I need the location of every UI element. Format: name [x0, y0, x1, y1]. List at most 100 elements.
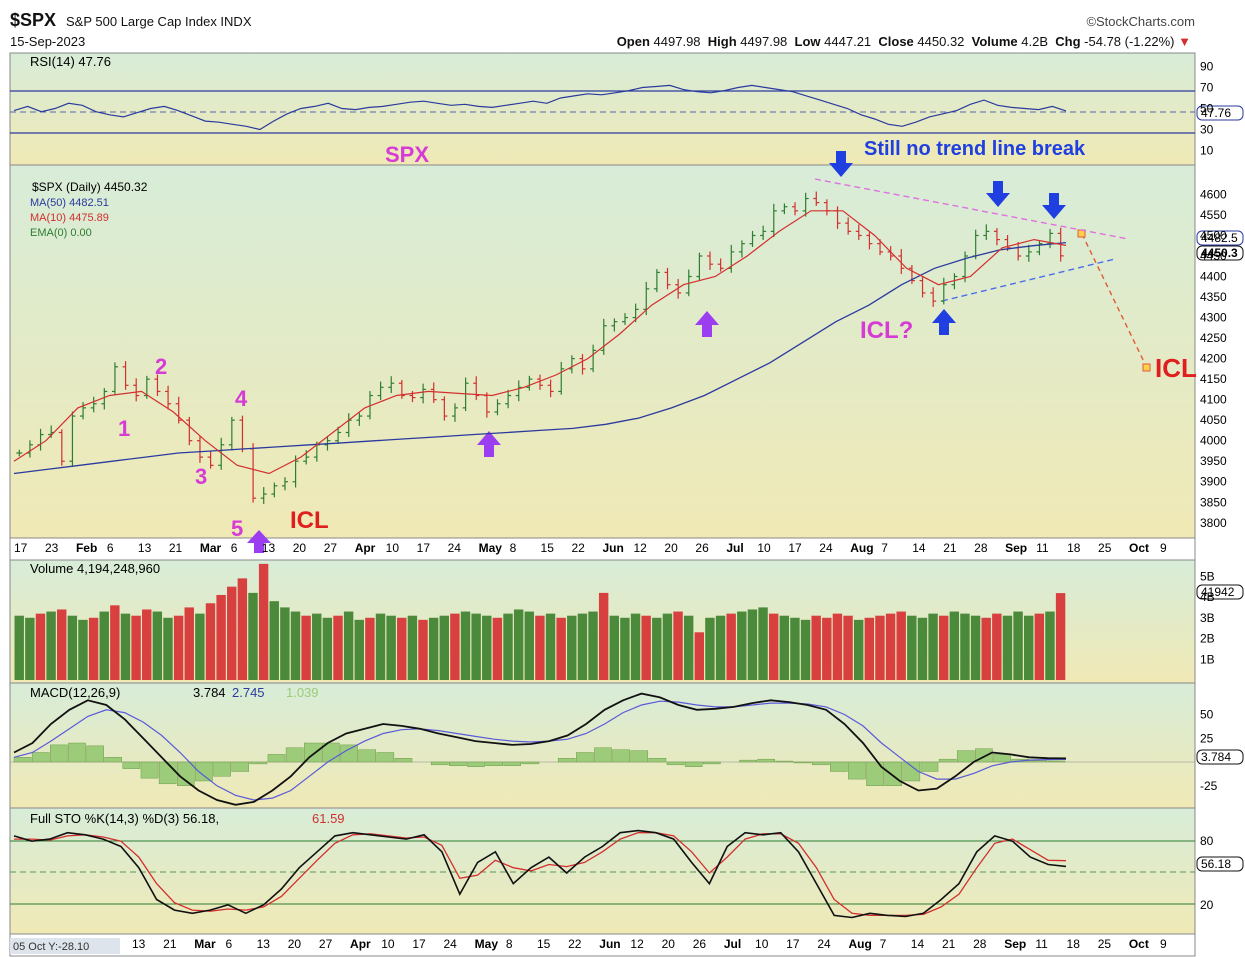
open-value: 4497.98 [653, 34, 701, 49]
volume-bar [737, 611, 747, 680]
footer-note: 05 Oct Y:-28.10 [13, 941, 89, 953]
footer-x-tick-label: 10 [755, 937, 769, 951]
volume-tick-label: 4B [1200, 590, 1215, 604]
macd-histogram-bar [703, 761, 721, 765]
macd-histogram-bar [376, 752, 395, 763]
footer-x-tick-label: May [475, 937, 499, 951]
volume-bar [354, 619, 364, 680]
footer-x-tick-label: 8 [506, 937, 513, 951]
volume-tick-label: 3B [1200, 611, 1215, 625]
price-last-tag: 4450.3 [1196, 245, 1244, 261]
x-tick-label: Apr [355, 541, 376, 555]
brand-watermark[interactable]: ©StockCharts.com [1086, 14, 1195, 29]
volume-bar [1013, 611, 1023, 680]
macd-histogram-bar [449, 761, 467, 766]
ohlc-readout: Open 4497.98 High 4497.98 Low 4447.21 Cl… [617, 34, 1191, 49]
volume-tick-label: 1B [1200, 652, 1215, 666]
volume-bar [630, 613, 641, 680]
footer-x-tick-label: 17 [412, 937, 426, 951]
volume-bar [471, 613, 481, 680]
volume-bar [280, 607, 290, 680]
volume-bar [917, 617, 928, 680]
sto-tick-label: 20 [1200, 898, 1214, 912]
macd-histogram-bar [594, 747, 612, 763]
macd-line [13, 692, 1067, 806]
macd-histogram-bar [104, 757, 123, 763]
price-tick-label: 4450 [1200, 249, 1227, 263]
volume-bar [1034, 613, 1045, 680]
volume-bar [790, 617, 800, 680]
price-tick-label: 4050 [1200, 413, 1227, 427]
rsi-tick-label: 90 [1200, 60, 1214, 74]
volume-bar [1045, 611, 1055, 680]
volume-bar [822, 617, 832, 680]
volume-bar [768, 613, 779, 680]
price-legend-0: $SPX (Daily) 4450.32 [32, 180, 148, 194]
ma50-line [13, 241, 1067, 475]
volume-bar [120, 613, 131, 680]
blue-down-arrow-icon [829, 151, 1066, 219]
footer-x-tick-label: Apr [350, 937, 371, 951]
blue-up-arrow-icon [932, 309, 956, 335]
macd-histogram-bar [485, 761, 503, 766]
macd-histogram-bar [938, 758, 957, 763]
volume-bar [439, 615, 449, 680]
volume-bar [152, 611, 163, 680]
x-tick-label: 6 [107, 541, 114, 555]
macd-histogram-bar [1029, 760, 1048, 763]
wave-2: 2 [155, 354, 167, 379]
macd-histogram-bar [902, 761, 921, 782]
volume-bar [843, 615, 853, 680]
volume-bar [864, 617, 875, 680]
trend-note-annotation: Still no trend line break [864, 138, 1086, 160]
macd-last-tag: 3.784 [1196, 749, 1244, 765]
projection-line [1081, 233, 1148, 369]
volume-value: 4.2B [1021, 34, 1049, 49]
macd-tick-label: 25 [1200, 731, 1214, 745]
x-tick-label: 25 [1098, 541, 1112, 555]
volume-bar [428, 617, 439, 680]
x-tick-label: Jun [602, 541, 623, 555]
volume-bar [57, 609, 67, 680]
chg-label: Chg [1055, 34, 1081, 49]
x-tick-label: 10 [386, 541, 400, 555]
footer-x-tick-label: Sep [1004, 937, 1026, 951]
ma10-line [13, 210, 1067, 475]
footer-x-tick-label: Oct [1129, 937, 1149, 951]
volume-bar [949, 611, 960, 680]
volume-bar [981, 617, 991, 680]
price-tick-label: 4200 [1200, 352, 1227, 366]
footer-x-tick-label: 9 [1160, 937, 1167, 951]
footer-x-tick-label: 6 [225, 937, 232, 951]
macd-histogram-bar [249, 761, 268, 765]
volume-bar [343, 611, 354, 680]
projection-end-marker [1142, 363, 1151, 372]
open-label: Open [616, 34, 650, 49]
volume-bar [535, 615, 545, 680]
footer-x-tick-label: 24 [817, 937, 831, 951]
macd-tick-label: -25 [1200, 779, 1218, 793]
volume-bar [386, 615, 396, 680]
macd-histogram-bar [1047, 760, 1066, 763]
volume-bar [1023, 615, 1034, 680]
x-tick-label: Sep [1005, 541, 1027, 555]
footer-x-tick-label: 28 [973, 937, 987, 951]
volume-bar [938, 615, 949, 680]
volume-bar [960, 613, 970, 680]
wave-5: 5 [231, 516, 243, 541]
sto-legend-1: 61.59 [312, 811, 345, 826]
x-tick-label: 21 [943, 541, 957, 555]
low-label: Low [794, 34, 821, 49]
volume-bar [397, 617, 407, 680]
macd-histogram-bar [793, 761, 812, 764]
macd-histogram-bar [830, 761, 848, 772]
volume-bar [142, 609, 152, 680]
macd-histogram-bar [467, 761, 485, 767]
footer-x-tick-label: 24 [444, 937, 458, 951]
volume-bar [758, 607, 768, 680]
footer-x-tick-label: 14 [911, 937, 925, 951]
volume-bar [482, 615, 492, 680]
volume-bar [907, 615, 917, 680]
x-tick-label: 22 [572, 541, 586, 555]
